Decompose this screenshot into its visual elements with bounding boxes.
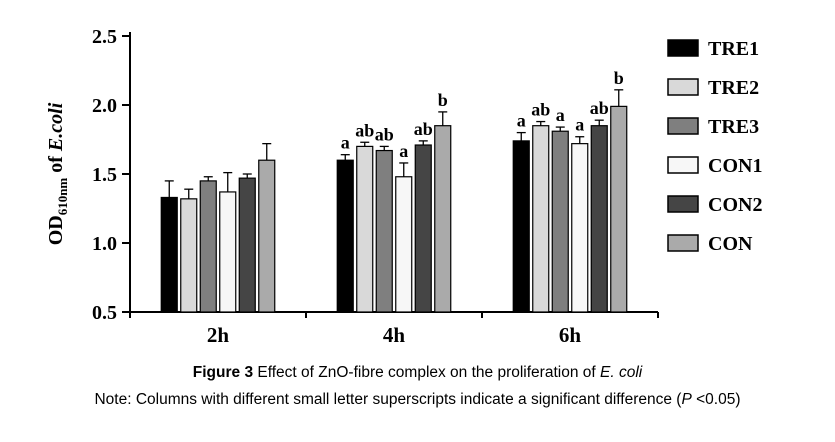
bar-con1-4h bbox=[395, 176, 413, 313]
bar-tre3-2h bbox=[199, 180, 217, 313]
y-tick-label: 2.5 bbox=[92, 26, 117, 48]
significance-letter: a bbox=[575, 115, 584, 135]
legend-label-con: CON bbox=[708, 233, 753, 255]
figure-note: Note: Columns with different small lette… bbox=[0, 391, 835, 409]
y-tick-label: 1.5 bbox=[92, 164, 117, 186]
x-category-label: 4h bbox=[383, 323, 406, 347]
y-tick-label: 2.0 bbox=[92, 95, 117, 117]
note-prefix: Note: Columns with different small lette… bbox=[94, 391, 682, 408]
caption-organism: E. coli bbox=[600, 364, 643, 381]
figure-caption: Figure 3 Effect of ZnO-fibre complex on … bbox=[0, 364, 835, 382]
bar-con2-6h bbox=[590, 125, 608, 313]
y-tick-label: 0.5 bbox=[92, 302, 117, 324]
y-tick-label: 1.0 bbox=[92, 233, 117, 255]
bar-tre1-6h bbox=[512, 140, 530, 313]
legend-swatch-tre1 bbox=[667, 39, 699, 57]
bar-tre2-2h bbox=[180, 198, 198, 313]
bar-con-2h bbox=[258, 159, 276, 313]
legend-label-tre1: TRE1 bbox=[708, 38, 759, 60]
bar-tre3-6h bbox=[551, 130, 569, 313]
significance-letter: ab bbox=[375, 124, 394, 144]
note-suffix: <0.05) bbox=[691, 391, 741, 408]
bar-con2-2h bbox=[238, 177, 256, 313]
caption-text: Effect of ZnO-fibre complex on the proli… bbox=[253, 364, 600, 381]
significance-letter: b bbox=[438, 90, 448, 110]
significance-letter: a bbox=[517, 111, 526, 131]
bar-tre3-4h bbox=[375, 149, 393, 313]
legend-swatch-tre2 bbox=[667, 78, 699, 96]
legend-label-tre2: TRE2 bbox=[708, 77, 759, 99]
significance-letter: a bbox=[341, 133, 350, 153]
significance-letter: a bbox=[399, 141, 408, 161]
bar-con-4h bbox=[434, 125, 452, 313]
bar-tre1-2h bbox=[160, 196, 178, 313]
x-category-label: 6h bbox=[559, 323, 582, 347]
y-axis-label: OD610nm of E.coli bbox=[45, 102, 70, 245]
significance-letter: ab bbox=[355, 120, 374, 140]
significance-letter: a bbox=[556, 105, 565, 125]
significance-letter: ab bbox=[590, 98, 609, 118]
legend-swatch-con2 bbox=[667, 195, 699, 213]
note-p-symbol: P bbox=[681, 391, 692, 408]
bar-con1-6h bbox=[571, 143, 589, 313]
bar-tre2-6h bbox=[532, 125, 550, 313]
figure-label: Figure 3 bbox=[192, 364, 254, 381]
bar-tre1-4h bbox=[336, 159, 354, 313]
legend-label-con1: CON1 bbox=[708, 155, 762, 177]
significance-letter: ab bbox=[531, 100, 550, 120]
legend-swatch-tre3 bbox=[667, 117, 699, 135]
significance-letter: ab bbox=[414, 119, 433, 139]
legend-label-tre3: TRE3 bbox=[708, 116, 759, 138]
bar-tre2-4h bbox=[356, 145, 374, 313]
x-category-label: 2h bbox=[207, 323, 230, 347]
bar-con2-4h bbox=[414, 144, 432, 313]
legend-label-con2: CON2 bbox=[708, 194, 762, 216]
significance-letter: b bbox=[614, 68, 624, 88]
legend-swatch-con bbox=[667, 234, 699, 252]
bar-con-6h bbox=[610, 105, 628, 313]
legend-swatch-con1 bbox=[667, 156, 699, 174]
bar-con1-2h bbox=[219, 191, 237, 313]
